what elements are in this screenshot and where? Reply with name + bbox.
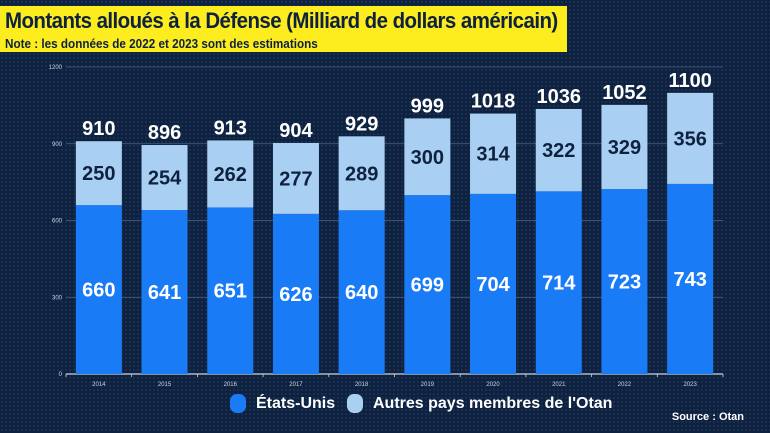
data-label-us: 626 <box>279 284 312 306</box>
bar-us <box>338 210 385 374</box>
data-label-nato: 262 <box>214 164 247 186</box>
x-tick-label: 2023 <box>683 382 697 388</box>
bar-nato <box>470 113 517 194</box>
data-label-us: 641 <box>148 282 181 304</box>
bar-us <box>207 207 254 374</box>
bar-us <box>75 205 122 374</box>
x-tick-label: 2019 <box>421 382 435 388</box>
bar-nato <box>535 108 582 192</box>
bar-us <box>667 183 714 374</box>
x-tick-label: 2017 <box>289 382 303 388</box>
legend-swatch-us <box>230 394 246 413</box>
bar-us <box>404 195 451 374</box>
bar-nato <box>207 140 254 208</box>
data-label-nato: 277 <box>279 168 312 190</box>
data-label-nato: 329 <box>608 137 641 159</box>
data-label-us: 640 <box>345 282 378 304</box>
x-tick-label: 2022 <box>618 382 632 388</box>
data-label-us: 651 <box>214 281 247 303</box>
bar-nato <box>601 104 648 190</box>
data-label-us: 723 <box>608 272 641 294</box>
bar-nato <box>667 92 714 184</box>
legend-label-nato: Autres pays membres de l'Otan <box>373 394 613 412</box>
legend-item-nato: Autres pays membres de l'Otan <box>347 394 612 413</box>
data-label-us: 714 <box>542 273 576 295</box>
chart-title: Montants alloués à la Défense (Milliard … <box>5 8 558 33</box>
x-tick-label: 2021 <box>552 382 566 388</box>
bar-nato <box>272 142 319 214</box>
x-tick-label: 2015 <box>158 382 172 388</box>
data-label-nato: 356 <box>673 128 706 150</box>
bar-us <box>141 210 188 374</box>
bar-nato <box>141 145 188 211</box>
x-tick-label: 2020 <box>486 382 500 388</box>
x-tick-label: 2014 <box>92 382 106 388</box>
source-note: Source : Otan <box>671 411 744 423</box>
total-label: 904 <box>279 120 313 142</box>
bar-us <box>272 213 319 374</box>
bar-us <box>535 191 582 374</box>
data-label-us: 704 <box>476 274 510 296</box>
title-banner: Montants alloués à la Défense (Milliard … <box>0 6 567 52</box>
data-label-us: 660 <box>82 280 115 302</box>
total-label: 929 <box>345 113 378 135</box>
total-label: 1036 <box>537 86 582 108</box>
total-label: 1052 <box>602 82 647 104</box>
y-tick-label: 0 <box>59 372 63 378</box>
legend-label-us: États-Unis <box>256 394 336 412</box>
bar-nato <box>404 118 451 196</box>
y-tick-label: 900 <box>52 142 63 148</box>
chart-subtitle: Note : les données de 2022 et 2023 sont … <box>5 36 318 51</box>
bar-us <box>601 189 648 374</box>
y-tick-label: 300 <box>52 295 63 301</box>
data-label-us: 743 <box>673 269 706 291</box>
legend-item-us: États-Unis <box>230 394 335 413</box>
total-label: 999 <box>411 95 444 117</box>
data-label-us: 699 <box>411 275 444 297</box>
data-label-nato: 314 <box>476 144 510 166</box>
data-label-nato: 254 <box>148 168 182 190</box>
y-tick-label: 600 <box>52 219 63 225</box>
legend-swatch-nato <box>347 394 363 413</box>
data-label-nato: 300 <box>411 147 444 169</box>
total-label: 910 <box>82 118 115 140</box>
bar-nato <box>338 136 385 211</box>
total-label: 896 <box>148 122 181 144</box>
data-label-nato: 289 <box>345 163 378 185</box>
total-label: 1100 <box>668 70 711 92</box>
total-label: 1018 <box>471 91 516 113</box>
x-tick-label: 2016 <box>224 382 238 388</box>
bar-us <box>470 193 517 374</box>
x-tick-label: 2018 <box>355 382 369 388</box>
data-label-nato: 250 <box>82 163 115 185</box>
data-label-nato: 322 <box>542 140 575 162</box>
bar-nato <box>75 141 122 206</box>
total-label: 913 <box>214 117 247 139</box>
y-tick-label: 1200 <box>49 65 63 71</box>
